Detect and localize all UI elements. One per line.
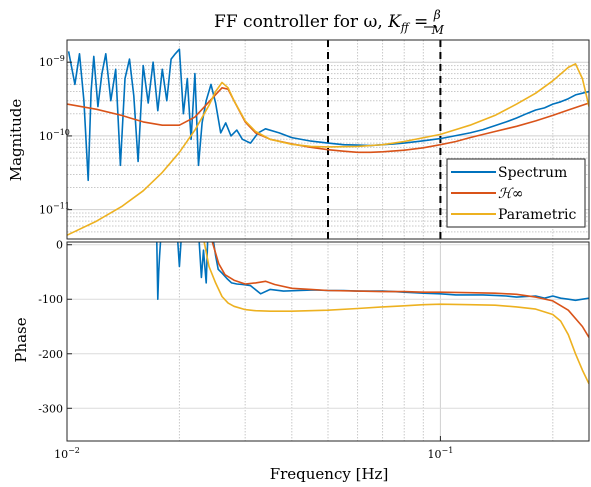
magnitude-reference-lines: [327, 40, 442, 239]
phase-line-hinf: [211, 242, 589, 338]
phase-ylabel: Phase: [12, 317, 30, 362]
magnitude-line-hinf: [67, 87, 589, 154]
tick-mantissa: 10: [428, 448, 442, 461]
phase-line-parametric: [203, 242, 589, 385]
magnitude-line-parametric: [67, 62, 589, 236]
legend: Spectrum ℋ∞ Parametric: [446, 158, 586, 228]
phase-series: [156, 242, 589, 385]
mag-ytick-label: 10−10: [39, 128, 70, 143]
tick-mantissa: 10: [54, 448, 68, 461]
chart-title-equals: =: [409, 12, 434, 32]
legend-label-parametric: Parametric: [498, 207, 577, 223]
phase-grid: [66, 242, 589, 441]
chart-title-fraction-num: β: [433, 8, 441, 22]
phase-line-spectrum: [198, 242, 209, 284]
phase-xlabel: Frequency [Hz]: [270, 465, 389, 483]
phase-ytick-label: -200: [38, 348, 63, 361]
phase-line-spectrum: [156, 242, 162, 301]
phase-ytick-label: -300: [38, 402, 63, 415]
mag-ytick-label: 10−9: [39, 54, 65, 69]
phase-axes-box: [66, 241, 590, 442]
tick-exponent: −10: [53, 128, 70, 137]
phase-xtick-label: 10−1: [428, 446, 454, 461]
phase-ytick-label: -100: [38, 293, 63, 306]
tick-exponent: −2: [68, 446, 80, 455]
magnitude-series: [67, 48, 589, 236]
phase-line-spectrum: [177, 242, 182, 268]
tick-exponent: −1: [442, 446, 454, 455]
magnitude-axes-box: [66, 39, 590, 240]
chart-title-subscript: ff: [400, 21, 411, 34]
magnitude-ylabel: Magnitude: [7, 99, 25, 182]
mag-ytick-label: 10−11: [39, 202, 70, 217]
tick-exponent: −9: [53, 54, 65, 63]
tick-mantissa: 10: [39, 56, 53, 69]
tick-mantissa: 10: [39, 204, 53, 217]
tick-exponent: −11: [53, 202, 70, 211]
legend-label-hinf: ℋ∞: [498, 186, 524, 202]
chart-title-italic-k: K: [387, 12, 402, 32]
magnitude-line-spectrum: [67, 48, 589, 182]
phase-xtick-label: 10−2: [54, 446, 80, 461]
phase-ytick-label: 0: [56, 239, 63, 252]
chart-title-fraction-den: M: [431, 23, 445, 37]
tick-mantissa: 10: [39, 130, 53, 143]
legend-label-spectrum: Spectrum: [498, 165, 567, 181]
chart-title-prefix: FF controller for ω,: [214, 12, 388, 32]
